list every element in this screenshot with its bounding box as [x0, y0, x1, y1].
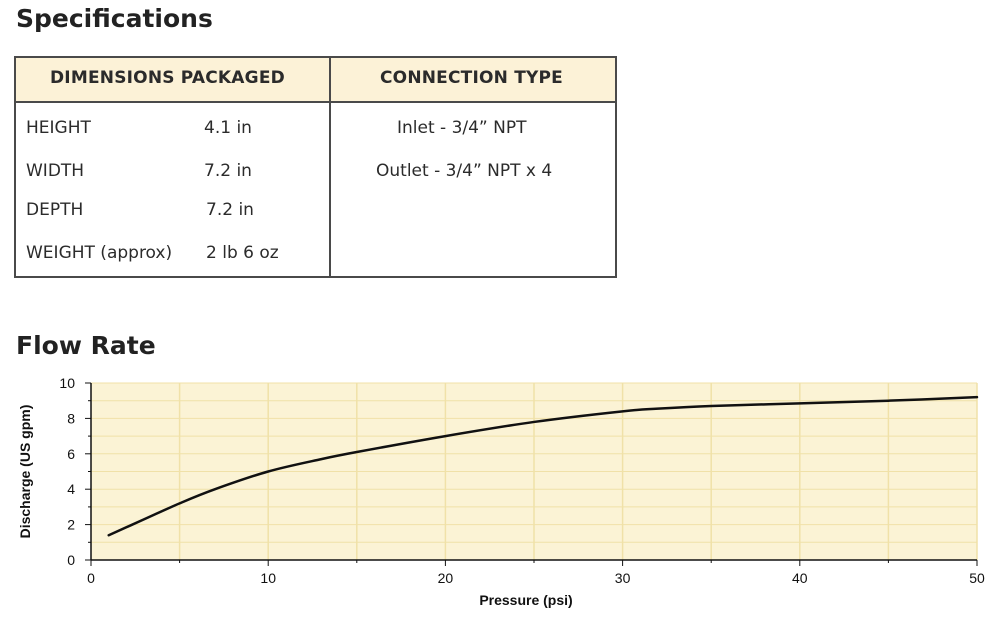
- x-tick-label: 50: [969, 570, 985, 586]
- y-tick-label: 6: [67, 446, 75, 462]
- x-tick-label: 30: [615, 570, 631, 586]
- inlet-connection: Inlet - 3/4” NPT: [397, 118, 527, 138]
- table-header-row: [16, 58, 615, 103]
- dimensions-packaged-header: DIMENSIONS PACKAGED: [50, 68, 285, 88]
- series-line-0: [107, 395, 979, 537]
- y-axis-title: Discharge (US gpm): [17, 405, 33, 539]
- y-tick-label: 10: [59, 375, 75, 391]
- x-axis-title: Pressure (psi): [479, 592, 572, 608]
- flow-rate-chart: 0 2 4 6 8 10 0 10 20 30 40 50 Pressure (psi) Discharg…: [17, 375, 985, 608]
- y-tick-label: 8: [67, 410, 75, 426]
- height-label: HEIGHT: [26, 118, 91, 138]
- depth-value: 7.2 in: [206, 200, 254, 220]
- width-label: WIDTH: [26, 161, 85, 181]
- y-tick-label: 0: [67, 552, 75, 568]
- connection-type-header: CONNECTION TYPE: [380, 68, 563, 88]
- x-tick-label: 20: [438, 570, 454, 586]
- x-tick-label: 10: [260, 570, 276, 586]
- column-divider: [329, 58, 331, 276]
- y-tick-label: 4: [67, 481, 75, 497]
- flow-rate-heading: Flow Rate: [16, 331, 156, 360]
- weight-value: 2 lb 6 oz: [206, 243, 279, 263]
- height-value: 4.1 in: [204, 118, 252, 138]
- outlet-connection: Outlet - 3/4” NPT x 4: [376, 161, 553, 181]
- x-tick-label: 40: [792, 570, 808, 586]
- specifications-table: DIMENSIONS PACKAGED CONNECTION TYPE HEIG…: [14, 56, 617, 278]
- weight-label: WEIGHT (approx): [26, 243, 173, 263]
- specifications-heading: Specifications: [16, 4, 213, 33]
- width-value: 7.2 in: [204, 161, 252, 181]
- y-tick-label: 2: [67, 517, 75, 533]
- x-tick-label: 0: [87, 570, 95, 586]
- depth-label: DEPTH: [26, 200, 84, 220]
